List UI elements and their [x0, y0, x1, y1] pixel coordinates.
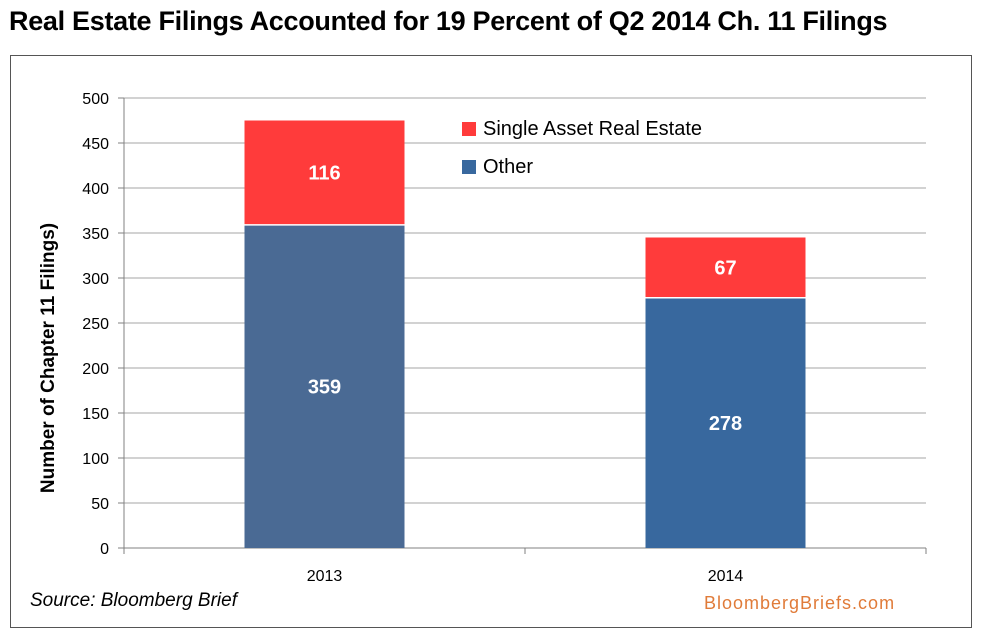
- data-label: 278: [709, 413, 742, 435]
- y-tick-label: 0: [100, 541, 109, 558]
- y-tick-label: 350: [82, 226, 109, 243]
- legend-swatch: [462, 160, 476, 174]
- bar-other: [244, 224, 405, 548]
- x-tick-label: 2014: [708, 568, 744, 585]
- y-tick-label: 150: [82, 406, 109, 423]
- legend-label: Single Asset Real Estate: [483, 118, 702, 140]
- y-tick-label: 200: [82, 361, 109, 378]
- bar-single-asset-real-estate: [645, 237, 806, 298]
- bar-other: [645, 297, 806, 548]
- y-tick-label: 450: [82, 136, 109, 153]
- data-label: 359: [308, 376, 341, 398]
- source-note: Source: Bloomberg Brief: [30, 590, 237, 611]
- y-tick-label: 400: [82, 181, 109, 198]
- y-tick-label: 300: [82, 271, 109, 288]
- data-label: 67: [714, 258, 736, 280]
- data-label: 116: [308, 163, 340, 185]
- bar-single-asset-real-estate: [244, 120, 405, 225]
- chart-title: Real Estate Filings Accounted for 19 Per…: [9, 6, 888, 36]
- y-tick-label: 250: [82, 316, 109, 333]
- chart-frame: [10, 55, 972, 628]
- brand-watermark: BloombergBriefs.com: [704, 593, 896, 613]
- y-tick-label: 500: [82, 91, 109, 108]
- y-tick-label: 50: [91, 496, 109, 513]
- x-tick-label: 2013: [307, 568, 343, 585]
- y-tick-label: 100: [82, 451, 109, 468]
- legend-label: Other: [483, 156, 533, 178]
- legend-swatch: [462, 122, 476, 136]
- y-axis-label: Number of Chapter 11 Filings): [38, 223, 59, 493]
